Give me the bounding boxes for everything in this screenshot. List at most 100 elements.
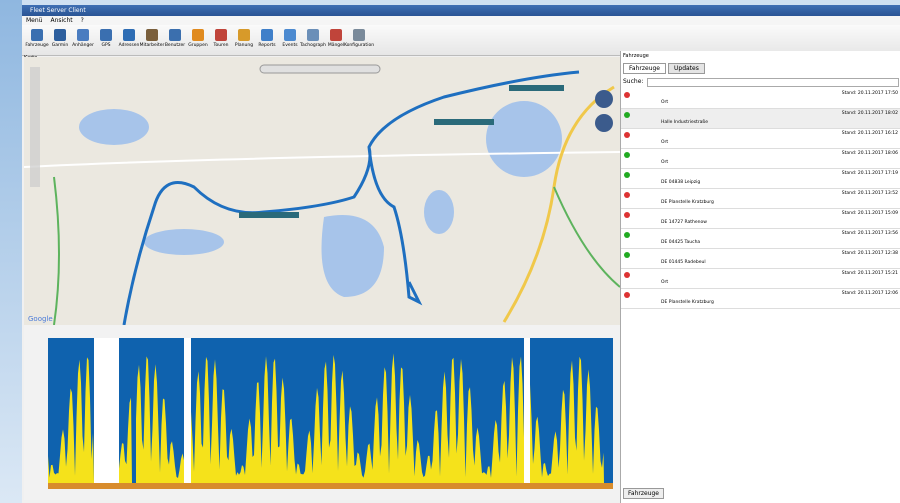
toolbar-button[interactable]: Tachograph bbox=[302, 25, 324, 55]
menu-item[interactable]: Ansicht bbox=[50, 16, 72, 25]
status-icon bbox=[624, 112, 630, 118]
vehicle-entry[interactable]: Stand: 20.11.2017 13:52 DE Planstelle Kra… bbox=[621, 189, 900, 209]
toolbar-label: Mitarbeiter bbox=[140, 43, 165, 48]
toolbar-label: Anhänger bbox=[72, 43, 94, 48]
toolbar-button[interactable]: Konfiguration bbox=[348, 25, 370, 55]
vehicle-entry[interactable]: Stand: 20.11.2017 18:06 Ort bbox=[621, 149, 900, 169]
toolbar-button[interactable]: Anhänger bbox=[72, 25, 94, 55]
menu-item[interactable]: ? bbox=[81, 16, 84, 25]
toolbar-icon bbox=[54, 29, 66, 41]
entry-location: Halle Industriestraße bbox=[661, 120, 708, 125]
toolbar-label: Planung bbox=[235, 43, 253, 48]
status-icon bbox=[624, 252, 630, 258]
status-icon bbox=[624, 92, 630, 98]
toolbar-icon bbox=[238, 29, 250, 41]
entry-location: DE 04838 Leipzig bbox=[661, 180, 700, 185]
toolbar-label: Mängel bbox=[328, 43, 344, 48]
toolbar-icon bbox=[146, 29, 158, 41]
toolbar-button[interactable]: Planung bbox=[233, 25, 255, 55]
toolbar-label: Tachograph bbox=[300, 43, 326, 48]
entry-location: Ort bbox=[661, 140, 668, 145]
map[interactable]: Google bbox=[24, 57, 620, 325]
entry-status: Stand: 20.11.2017 18:06 bbox=[842, 151, 898, 156]
entry-status: Stand: 20.11.2017 13:56 bbox=[842, 231, 898, 236]
toolbar-label: Fahrzeuge bbox=[25, 43, 48, 48]
bottom-tab[interactable]: Fahrzeuge bbox=[623, 488, 664, 499]
toolbar-label: Konfiguration bbox=[344, 43, 374, 48]
vehicle-entry[interactable]: Stand: 20.11.2017 15:21 Ort bbox=[621, 269, 900, 289]
toolbar-icon bbox=[77, 29, 89, 41]
entry-location: DE Planstelle Kratzburg bbox=[661, 200, 714, 205]
entry-status: Stand: 20.11.2017 16:12 bbox=[842, 131, 898, 136]
status-icon bbox=[624, 172, 630, 178]
toolbar-button[interactable]: Gruppen bbox=[187, 25, 209, 55]
entry-location: Ort bbox=[661, 100, 668, 105]
toolbar-icon bbox=[192, 29, 204, 41]
toolbar-label: Gruppen bbox=[188, 43, 208, 48]
menu-bar: Menü Ansicht? bbox=[22, 16, 900, 25]
toolbar-button[interactable]: Mängel bbox=[325, 25, 347, 55]
menu-item[interactable]: Menü bbox=[26, 16, 42, 25]
entry-location: Ort bbox=[661, 280, 668, 285]
vehicle-entry[interactable]: Stand: 20.11.2017 12:06 DE Planstelle Kra… bbox=[621, 289, 900, 309]
toolbar-icon bbox=[307, 29, 319, 41]
vehicle-entry[interactable]: Stand: 20.11.2017 13:56 DE 04425 Taucha bbox=[621, 229, 900, 249]
map-logo: Google bbox=[28, 315, 53, 323]
vehicle-entry[interactable]: Stand: 20.11.2017 15:09 DE 14727 Rathenow bbox=[621, 209, 900, 229]
toolbar-icon bbox=[353, 29, 365, 41]
entry-status: Stand: 20.11.2017 12:06 bbox=[842, 291, 898, 296]
toolbar-button[interactable]: Touren bbox=[210, 25, 232, 55]
toolbar-button[interactable]: Fahrzeuge bbox=[26, 25, 48, 55]
toolbar-button[interactable]: Mitarbeiter bbox=[141, 25, 163, 55]
panel-tab[interactable]: Updates bbox=[668, 63, 705, 74]
entry-location: DE 04425 Taucha bbox=[661, 240, 700, 245]
entry-location: DE 01445 Radebeul bbox=[661, 260, 706, 265]
toolbar-icon bbox=[261, 29, 273, 41]
entry-location: DE Planstelle Kratzburg bbox=[661, 300, 714, 305]
entry-status: Stand: 20.11.2017 15:09 bbox=[842, 211, 898, 216]
search-input[interactable] bbox=[647, 78, 899, 87]
status-icon bbox=[624, 132, 630, 138]
toolbar-icon bbox=[100, 29, 112, 41]
vehicle-entry[interactable]: Stand: 20.11.2017 17:50 Ort bbox=[621, 89, 900, 109]
toolbar-button[interactable]: Benutzer bbox=[164, 25, 186, 55]
status-icon bbox=[624, 292, 630, 298]
toolbar-icon bbox=[123, 29, 135, 41]
vehicle-entry[interactable]: Stand: 20.11.2017 16:12 Ort bbox=[621, 129, 900, 149]
panel-title: Fahrzeuge bbox=[621, 51, 900, 61]
toolbar-icon bbox=[284, 29, 296, 41]
toolbar-label: Reports bbox=[258, 43, 275, 48]
entry-status: Stand: 20.11.2017 13:52 bbox=[842, 191, 898, 196]
entry-location: DE 14727 Rathenow bbox=[661, 220, 707, 225]
status-icon bbox=[624, 152, 630, 158]
toolbar-label: Events bbox=[282, 43, 297, 48]
entry-status: Stand: 20.11.2017 17:50 bbox=[842, 91, 898, 96]
desktop-bg bbox=[0, 0, 22, 503]
status-icon bbox=[624, 212, 630, 218]
toolbar-label: GPS bbox=[101, 43, 110, 48]
status-icon bbox=[624, 232, 630, 238]
toolbar-button[interactable]: Garmin bbox=[49, 25, 71, 55]
toolbar-icon bbox=[31, 29, 43, 41]
toolbar-icon bbox=[215, 29, 227, 41]
page: Fleet Server Client MenüAnsicht? Fahrzeu… bbox=[0, 0, 900, 503]
toolbar-label: Adressen bbox=[119, 43, 140, 48]
toolbar-button[interactable]: GPS bbox=[95, 25, 117, 55]
panel-tab[interactable]: Fahrzeuge bbox=[623, 63, 666, 74]
toolbar-label: Touren bbox=[214, 43, 229, 48]
toolbar-label: Benutzer bbox=[165, 43, 185, 48]
entry-location: Ort bbox=[661, 160, 668, 165]
status-icon bbox=[624, 192, 630, 198]
toolbar-icon bbox=[169, 29, 181, 41]
status-icon bbox=[624, 272, 630, 278]
chart-gap bbox=[184, 338, 191, 483]
toolbar-button[interactable]: Reports bbox=[256, 25, 278, 55]
toolbar-button[interactable]: Adressen bbox=[118, 25, 140, 55]
entry-status: Stand: 20.11.2017 15:21 bbox=[842, 271, 898, 276]
toolbar-button[interactable]: Events bbox=[279, 25, 301, 55]
